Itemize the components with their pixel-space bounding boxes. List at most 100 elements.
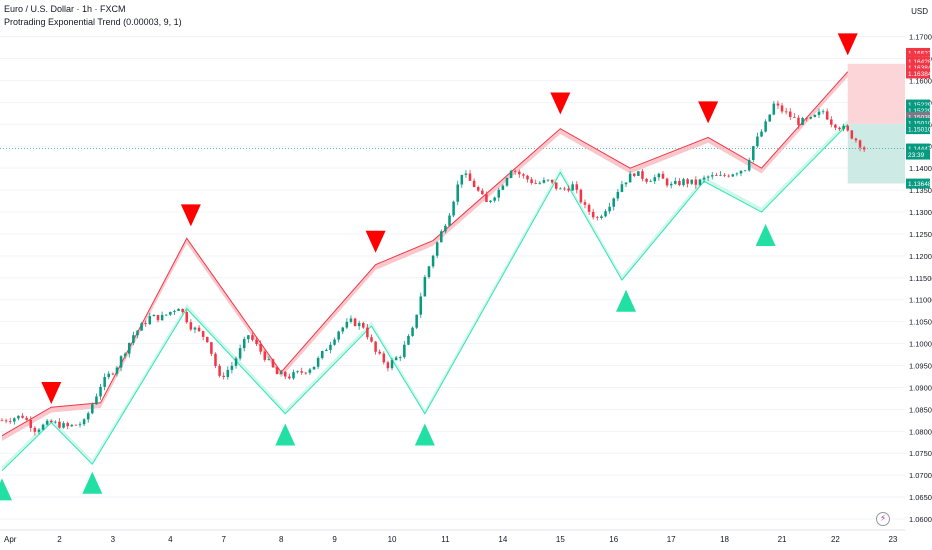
candle-body — [415, 314, 418, 328]
candle-body — [637, 171, 640, 176]
candle-body — [21, 415, 24, 418]
price-tag — [906, 178, 930, 189]
candle-body — [308, 369, 312, 373]
candle-body — [526, 175, 529, 180]
candle-body — [86, 413, 90, 420]
trade-zones — [0, 63, 905, 184]
candle-body — [772, 103, 776, 115]
candle-body — [620, 184, 624, 192]
candle-body — [784, 111, 788, 113]
candle-body — [821, 111, 825, 113]
candle-body — [378, 351, 381, 354]
take-profit-zone — [847, 63, 905, 124]
candle-body — [419, 296, 423, 315]
candle-body — [550, 179, 554, 183]
candle-body — [522, 174, 525, 176]
candle-body — [66, 423, 69, 427]
candle-body — [780, 105, 784, 112]
y-tick-label: 1.10000 — [909, 340, 932, 349]
candle-body — [645, 178, 648, 182]
candle-body — [440, 231, 443, 243]
candle-body — [345, 321, 349, 328]
sell-signal-marker — [180, 204, 201, 227]
candle-body — [398, 357, 402, 358]
candle-body — [809, 116, 813, 119]
price-tag — [906, 99, 930, 110]
candle-body — [448, 215, 451, 226]
candle-body — [497, 189, 501, 198]
candle-body — [201, 331, 205, 337]
price-tag — [906, 149, 930, 160]
time-axis[interactable]: Apr 2 3 4 7 8 9 10 11 14 15 16 17 18 21 22 23 — [4, 535, 898, 544]
candle-body — [103, 377, 106, 387]
candle-body — [300, 371, 303, 373]
candle-body — [583, 202, 587, 205]
candle-body — [411, 327, 414, 336]
candle-body — [4, 420, 8, 422]
y-tick-label: 1.17000 — [909, 33, 932, 42]
x-tick-label: 8 — [279, 535, 284, 544]
candle-body — [567, 188, 570, 191]
candle-body — [357, 323, 361, 327]
price-tag-label: 1.15229 — [908, 102, 932, 109]
candle-body — [678, 180, 681, 186]
candle-body — [698, 179, 702, 185]
candle-body — [123, 353, 127, 357]
candle-body — [481, 190, 484, 195]
candle-body — [723, 174, 726, 176]
candle-body — [148, 316, 152, 325]
candle-body — [136, 330, 139, 336]
candle-body — [788, 111, 792, 117]
indicator-title[interactable]: Protrading Exponential Trend (0.00003, 9… — [4, 17, 182, 27]
candle-body — [682, 179, 685, 186]
lightning-icon[interactable]: ⚡ — [876, 512, 890, 526]
candle-body — [169, 311, 172, 315]
candle-body — [29, 419, 33, 428]
candle-body — [394, 357, 398, 361]
y-tick-label: 1.09000 — [909, 383, 932, 392]
candle-body — [604, 211, 607, 217]
y-tick-label: 1.06500 — [909, 493, 932, 502]
candle-body — [661, 173, 665, 179]
candle-body — [41, 424, 45, 430]
buy-signal-marker — [414, 423, 435, 446]
candle-body — [242, 339, 246, 349]
candle-body — [727, 175, 730, 177]
candle-body — [760, 131, 763, 137]
candle-body — [476, 187, 480, 191]
candle-body — [591, 211, 595, 218]
y-tick-label: 1.07500 — [909, 449, 932, 458]
candle-body — [702, 177, 706, 180]
candle-body — [431, 255, 435, 267]
grid — [0, 36, 905, 531]
price-tags: 1.166271.166271.164281.163841.163841.152… — [906, 47, 932, 189]
candle-body — [353, 318, 357, 327]
candle-body — [706, 176, 710, 178]
candle-body — [669, 183, 673, 186]
y-tick-label: 1.11500 — [909, 274, 932, 283]
candle-body — [559, 188, 562, 190]
candle-body — [271, 359, 275, 368]
x-tick-label: 9 — [332, 535, 337, 544]
candle-body — [91, 404, 94, 414]
candle-body — [752, 146, 755, 161]
candle-body — [374, 341, 377, 352]
x-tick-label: 3 — [111, 535, 116, 544]
x-tick-label: 23 — [888, 535, 897, 544]
candle-body — [854, 138, 858, 141]
candle-body — [862, 147, 866, 150]
candle-body — [8, 421, 12, 423]
sell-signal-marker — [698, 101, 719, 124]
candle-body — [485, 194, 488, 202]
symbol-title[interactable]: Euro / U.S. Dollar · 1h · FXCM — [4, 4, 126, 14]
price-tag — [906, 111, 930, 122]
y-tick-label: 1.13000 — [909, 208, 932, 217]
candle-body — [382, 353, 386, 363]
y-tick-label: 1.07000 — [909, 471, 932, 480]
candle-body — [563, 188, 566, 190]
candle-body — [251, 335, 254, 340]
candle-body — [735, 173, 739, 175]
candle-body — [641, 171, 644, 179]
candle-body — [193, 327, 197, 330]
